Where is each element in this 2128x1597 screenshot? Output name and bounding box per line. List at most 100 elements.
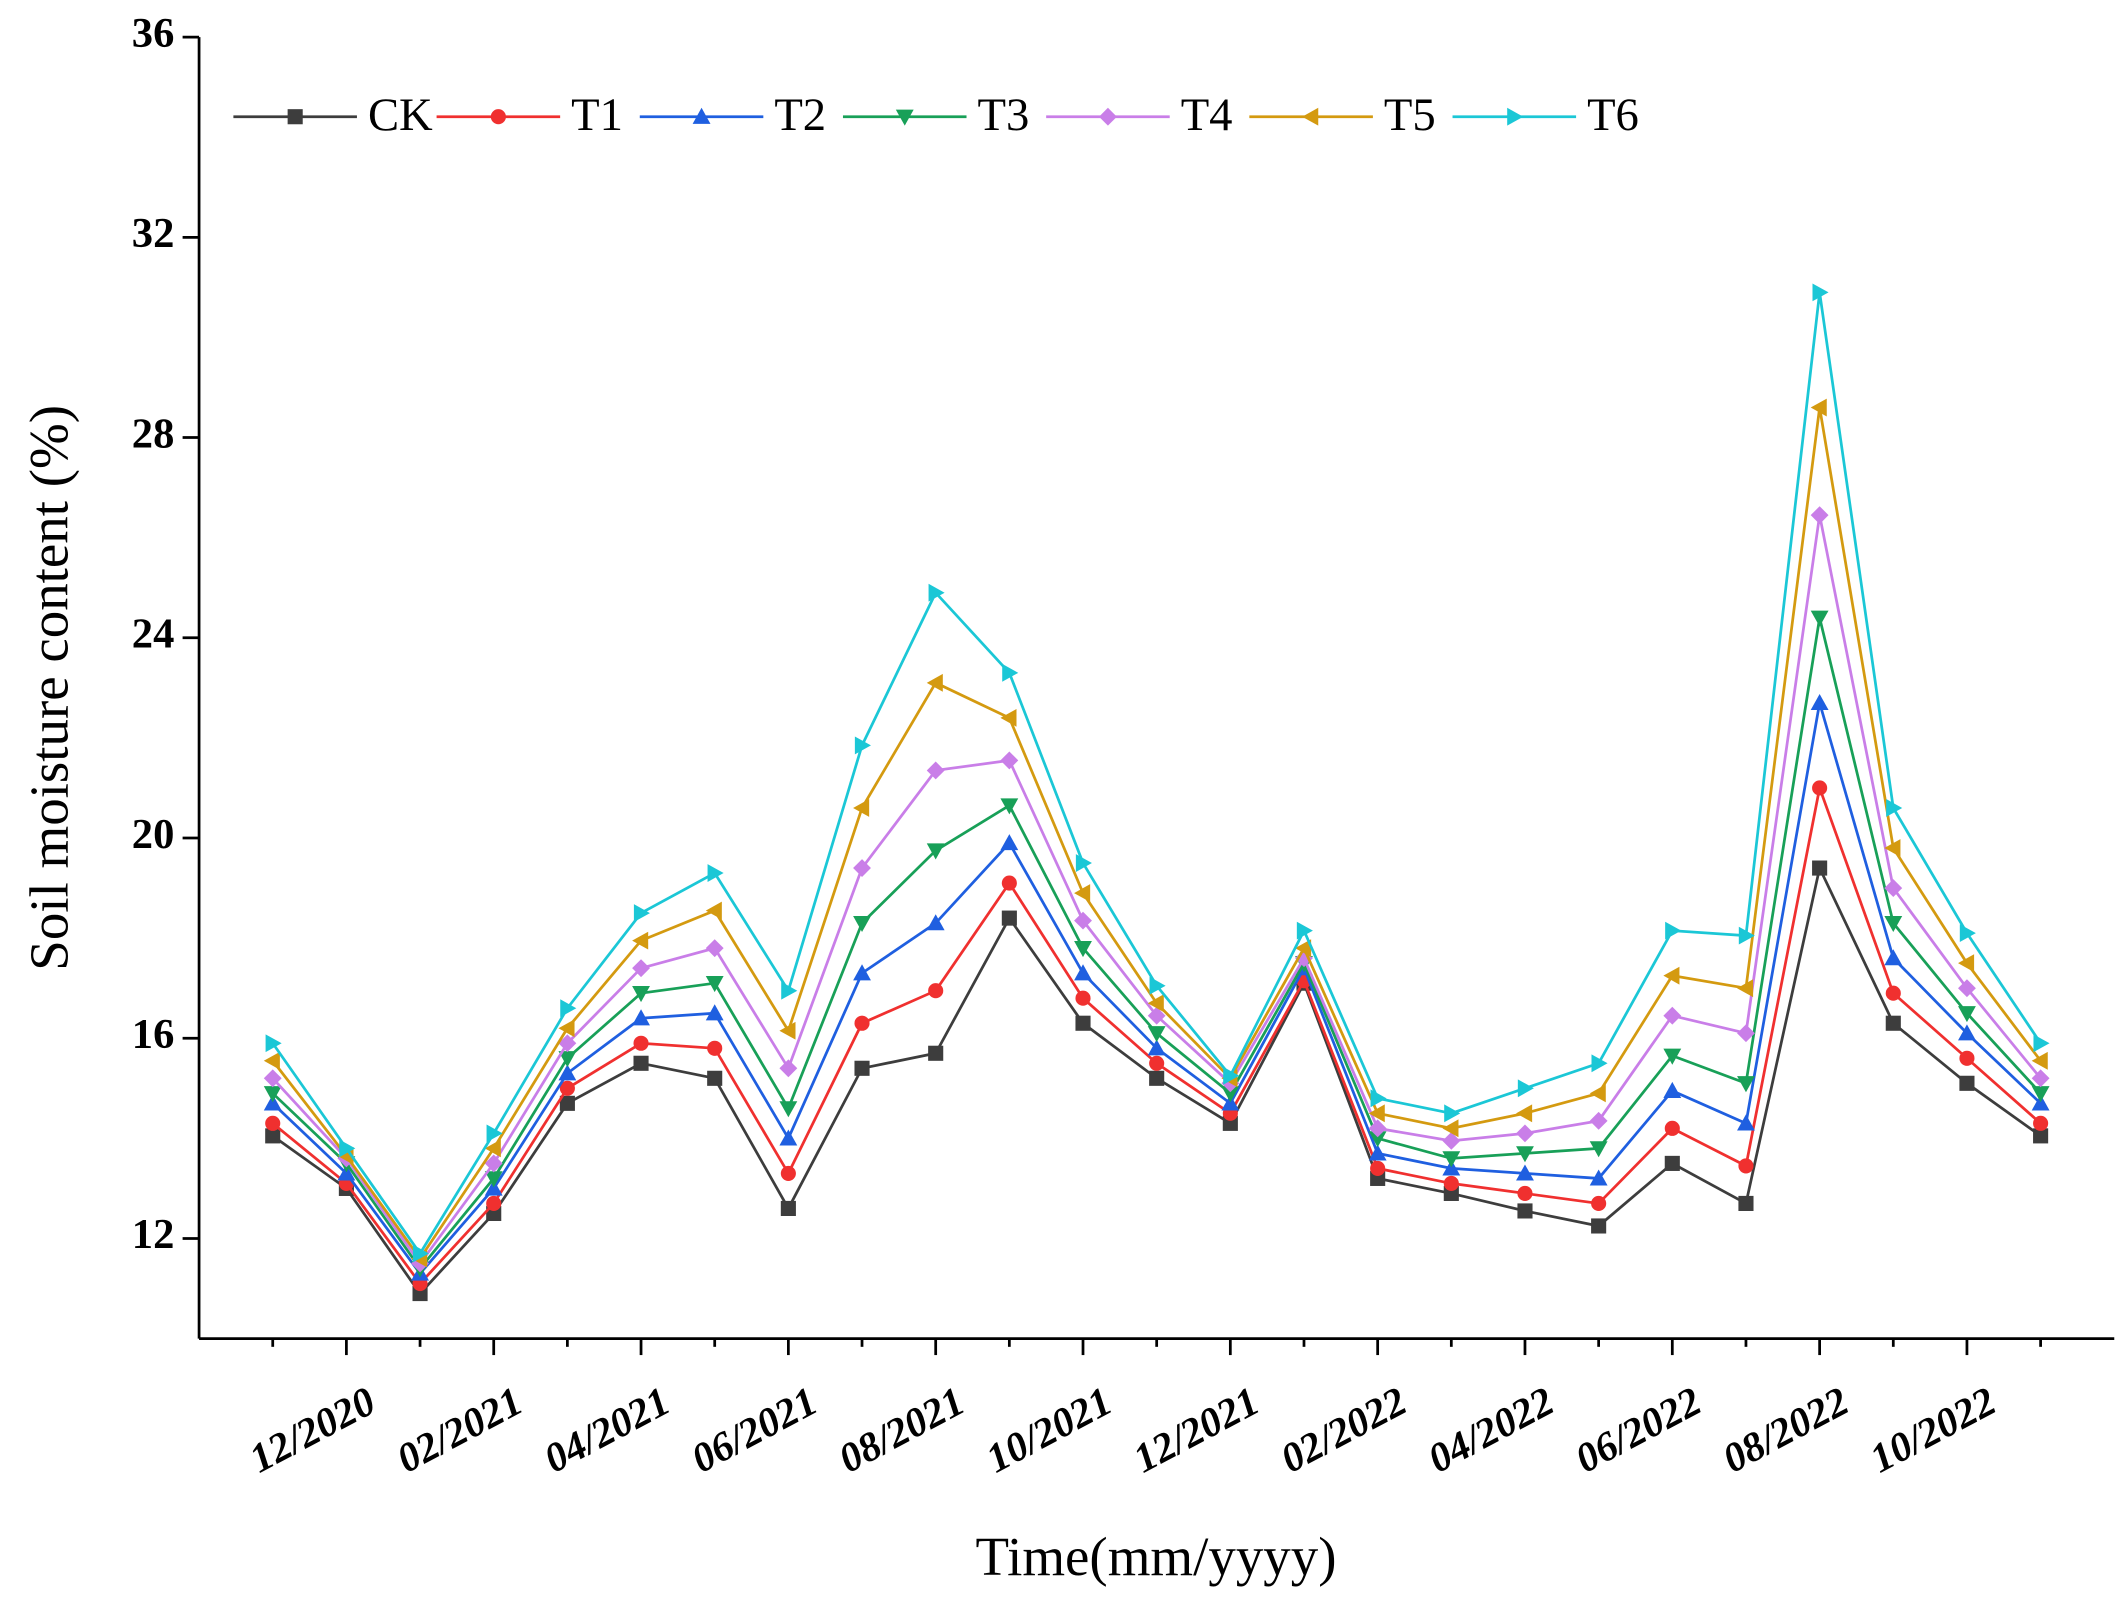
marker: [2033, 1128, 2049, 1144]
marker: [1149, 976, 1166, 995]
marker: [1370, 1160, 1386, 1176]
marker: [1002, 663, 1019, 682]
marker: [1368, 1131, 1387, 1148]
marker: [1074, 911, 1092, 930]
marker: [633, 1055, 649, 1071]
marker: [287, 109, 303, 125]
marker: [1074, 884, 1091, 903]
marker: [632, 1009, 650, 1026]
marker: [1223, 1066, 1240, 1085]
marker: [559, 1095, 575, 1111]
x-tick-label: 04/2022: [1420, 1377, 1561, 1481]
y-tick-label: 32: [132, 210, 175, 257]
marker: [2033, 1115, 2049, 1131]
marker: [1810, 610, 1829, 627]
marker: [1664, 1155, 1680, 1171]
marker: [1444, 1104, 1461, 1123]
y-tick-label: 20: [132, 811, 175, 858]
marker: [1958, 954, 1975, 973]
marker: [926, 843, 945, 860]
marker: [1517, 1185, 1533, 1201]
marker: [692, 107, 711, 124]
marker: [1368, 1144, 1387, 1161]
marker: [2031, 1086, 2050, 1103]
marker: [1368, 1104, 1385, 1123]
marker: [558, 1064, 577, 1081]
marker: [486, 1195, 502, 1211]
marker: [853, 799, 870, 817]
marker: [1099, 107, 1117, 126]
marker: [854, 736, 871, 755]
marker: [928, 983, 944, 999]
legend-label: T4: [1181, 89, 1233, 141]
marker: [1884, 879, 1903, 898]
marker: [339, 1139, 356, 1158]
marker: [1517, 1203, 1533, 1219]
marker: [1663, 1081, 1682, 1098]
marker: [1737, 1024, 1755, 1043]
marker: [1296, 921, 1313, 940]
y-tick-label: 12: [132, 1211, 175, 1258]
y-tick-label: 24: [132, 611, 175, 658]
marker: [1443, 1175, 1459, 1191]
marker: [928, 583, 945, 602]
marker: [632, 931, 649, 950]
marker: [1221, 1094, 1240, 1111]
marker: [779, 1021, 796, 1040]
x-tick-label: 12/2021: [1126, 1377, 1267, 1481]
marker: [1295, 939, 1312, 958]
marker: [1507, 107, 1524, 126]
x-tick-label: 10/2022: [1862, 1377, 2003, 1481]
marker: [1884, 839, 1901, 857]
marker: [781, 981, 798, 1000]
marker: [926, 914, 945, 931]
marker: [1663, 1048, 1682, 1065]
marker: [1442, 1151, 1461, 1168]
marker: [1737, 979, 1754, 998]
marker: [2031, 1094, 2050, 1111]
marker: [490, 109, 506, 125]
series-line: [271, 617, 2042, 1271]
marker: [2033, 1034, 2050, 1053]
marker: [1516, 1104, 1533, 1123]
marker: [926, 673, 943, 692]
x-tick-label: 02/2022: [1273, 1377, 1414, 1481]
x-axis-title: Time(mm/yyyy): [975, 1526, 1336, 1587]
marker: [412, 1244, 429, 1263]
marker: [1516, 1164, 1534, 1181]
marker: [263, 1094, 282, 1111]
marker: [854, 1060, 870, 1076]
x-tick-label: 02/2021: [389, 1377, 530, 1481]
marker: [558, 1019, 575, 1038]
marker: [707, 864, 724, 882]
marker: [265, 1128, 281, 1144]
marker: [1442, 1159, 1461, 1176]
marker: [1075, 990, 1091, 1006]
marker: [705, 901, 722, 920]
marker: [853, 915, 871, 933]
marker: [1442, 1119, 1459, 1138]
marker: [2031, 1051, 2048, 1070]
marker: [1591, 1195, 1607, 1211]
marker: [1738, 1158, 1754, 1174]
x-tick-label: 12/2020: [242, 1377, 383, 1481]
marker: [1812, 860, 1828, 876]
marker: [486, 1124, 503, 1143]
marker: [484, 1139, 501, 1158]
marker: [1958, 1006, 1976, 1023]
marker: [1589, 1084, 1606, 1103]
marker: [779, 1101, 798, 1118]
marker: [1000, 834, 1019, 851]
marker: [484, 1179, 503, 1196]
x-tick-label: 10/2021: [978, 1377, 1119, 1481]
marker: [1665, 921, 1682, 940]
marker: [1886, 799, 1903, 817]
x-tick-label: 08/2022: [1715, 1377, 1856, 1481]
marker: [1589, 1141, 1608, 1158]
marker: [1958, 979, 1976, 998]
marker: [558, 1051, 577, 1068]
legend-label: T5: [1384, 89, 1436, 141]
marker: [1074, 941, 1092, 958]
